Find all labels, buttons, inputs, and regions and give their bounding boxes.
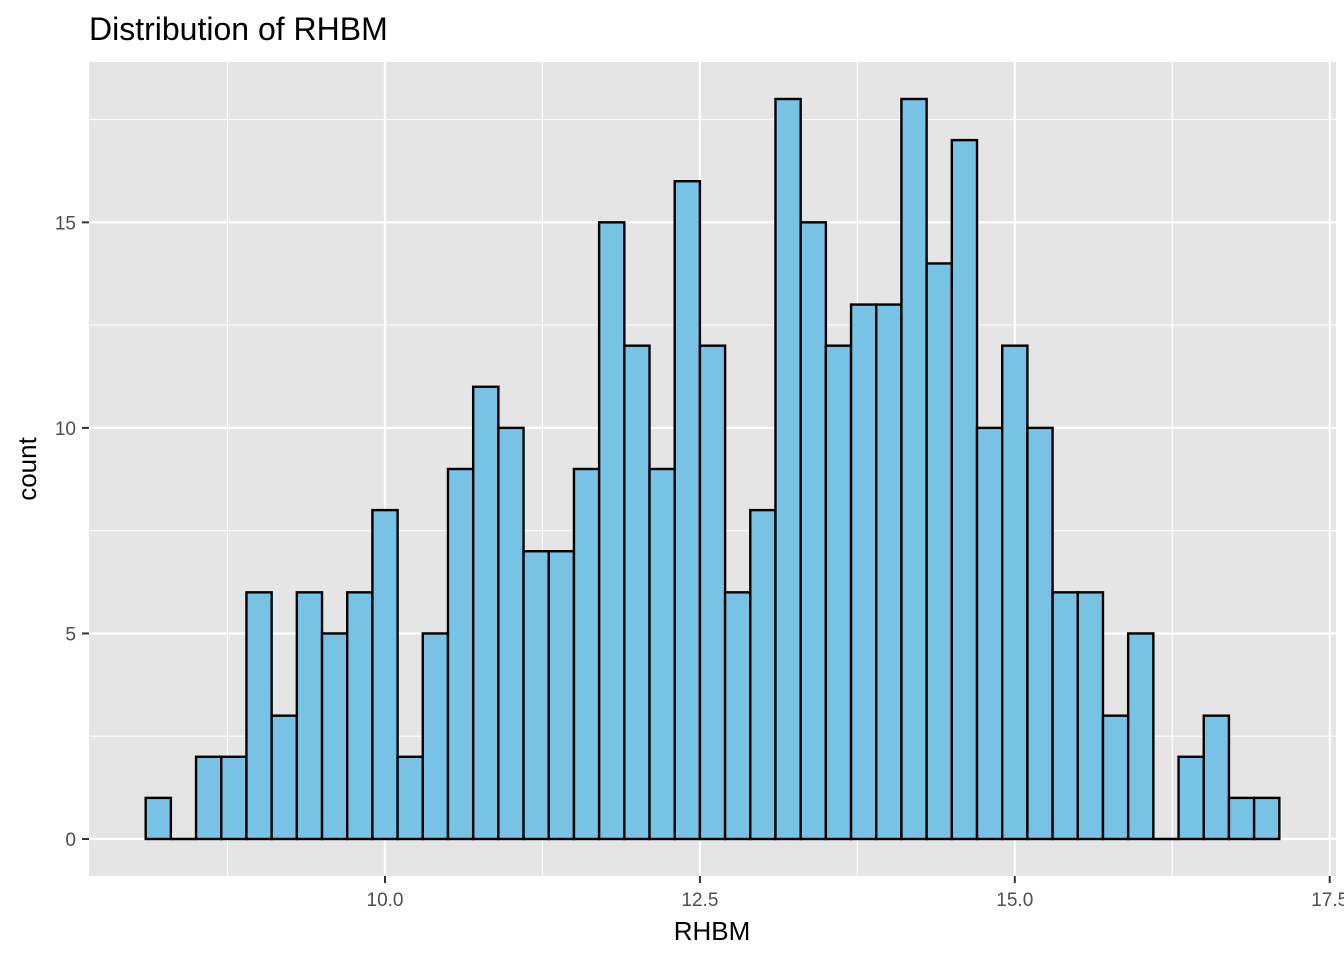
x-axis-title: RHBM	[674, 916, 751, 946]
y-axis-title: count	[12, 436, 42, 500]
y-tick-label: 15	[55, 213, 76, 234]
chart-title: Distribution of RHBM	[89, 11, 388, 47]
y-tick-label: 5	[65, 624, 76, 645]
histogram-bar	[446, 467, 475, 841]
histogram-bar	[774, 97, 802, 841]
histogram-bar	[371, 508, 399, 841]
histogram-bar	[597, 221, 626, 841]
x-tick-label: 12.5	[681, 890, 718, 911]
histogram-bar	[471, 385, 500, 841]
histogram-bar	[925, 262, 954, 841]
histogram-bar	[1126, 632, 1155, 841]
histogram-bar	[723, 591, 752, 841]
x-axis-ticks: 10.0 12.5 15.0 17.5	[367, 876, 1344, 911]
histogram-bar	[1202, 714, 1231, 841]
x-tick-label: 10.0	[367, 890, 404, 911]
histogram-bar	[497, 426, 525, 841]
histogram-bar	[144, 796, 173, 841]
histogram-bar	[421, 632, 450, 841]
histogram-bar	[1001, 344, 1029, 841]
histogram-bar	[875, 303, 903, 841]
histogram-bar	[572, 467, 601, 841]
histogram-bar	[975, 426, 1004, 841]
histogram-bar	[396, 755, 424, 841]
histogram-bars	[144, 97, 1281, 841]
histogram-bar	[194, 755, 223, 841]
y-tick-label: 10	[55, 419, 76, 440]
histogram-bar	[270, 714, 299, 841]
histogram-bar	[749, 508, 777, 841]
histogram-bar	[346, 591, 374, 841]
histogram-bar	[648, 467, 676, 841]
histogram-bar	[295, 591, 324, 841]
histogram-bar	[1252, 796, 1281, 841]
histogram-bar	[1051, 591, 1079, 841]
histogram-bar	[547, 550, 576, 841]
histogram-bar	[900, 97, 928, 841]
y-tick-label: 0	[65, 830, 76, 851]
histogram-bar	[220, 755, 248, 841]
histogram-bar	[950, 138, 979, 841]
histogram-bar	[1101, 714, 1130, 841]
histogram-bar	[824, 344, 853, 841]
histogram-bar	[799, 221, 828, 841]
histogram-bar	[849, 303, 878, 841]
histogram-bar	[1177, 755, 1205, 841]
histogram-bar	[1076, 591, 1105, 841]
histogram-bar	[522, 550, 550, 841]
histogram-bar	[1026, 426, 1054, 841]
histogram-bar	[245, 591, 273, 841]
histogram-bar	[1227, 796, 1256, 841]
x-tick-label: 17.5	[1311, 890, 1344, 911]
y-axis-ticks: 0 5 10 15	[55, 213, 89, 851]
histogram-bar	[673, 180, 702, 841]
histogram-bar	[698, 344, 727, 841]
histogram-bar	[623, 344, 651, 841]
x-tick-label: 15.0	[996, 890, 1033, 911]
histogram-bar	[320, 632, 349, 841]
